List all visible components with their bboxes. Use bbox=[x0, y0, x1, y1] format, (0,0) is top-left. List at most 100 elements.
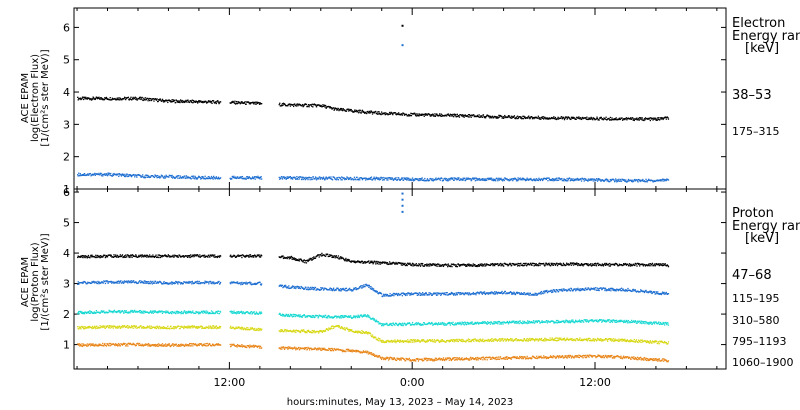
data-point bbox=[121, 254, 124, 256]
data-point bbox=[198, 176, 200, 178]
data-point bbox=[174, 282, 176, 284]
data-point bbox=[213, 100, 215, 102]
electron-y-tick-label-5: 5 bbox=[63, 54, 70, 67]
data-point bbox=[115, 174, 117, 176]
data-point bbox=[636, 119, 639, 121]
data-point bbox=[211, 177, 214, 179]
data-point bbox=[135, 97, 137, 99]
data-point bbox=[259, 283, 262, 285]
data-point bbox=[523, 264, 525, 267]
data-point bbox=[590, 287, 592, 289]
data-point bbox=[551, 178, 553, 181]
data-point bbox=[193, 256, 195, 258]
data-point bbox=[201, 101, 203, 103]
data-point bbox=[376, 320, 378, 322]
data-point bbox=[500, 115, 503, 117]
data-point bbox=[191, 255, 193, 257]
data-point bbox=[358, 109, 360, 111]
data-point bbox=[341, 316, 343, 318]
data-point bbox=[403, 114, 406, 116]
data-point bbox=[575, 288, 577, 290]
data-point bbox=[658, 117, 660, 119]
data-point bbox=[90, 282, 93, 284]
data-point bbox=[581, 264, 583, 266]
data-point bbox=[191, 175, 193, 178]
data-point bbox=[341, 179, 343, 181]
data-point bbox=[472, 114, 474, 117]
data-point bbox=[177, 100, 180, 102]
data-point bbox=[123, 255, 126, 257]
data-point bbox=[358, 261, 360, 264]
data-point bbox=[368, 111, 370, 114]
data-point bbox=[420, 179, 422, 181]
data-point bbox=[187, 310, 190, 312]
data-point bbox=[436, 292, 438, 294]
data-point bbox=[251, 256, 253, 258]
data-point bbox=[339, 290, 341, 292]
data-point bbox=[533, 294, 536, 296]
data-point bbox=[142, 255, 144, 257]
data-point bbox=[346, 176, 348, 178]
data-point bbox=[345, 110, 348, 112]
data-point bbox=[428, 179, 431, 181]
data-point bbox=[475, 178, 478, 180]
data-point bbox=[562, 116, 565, 118]
data-point bbox=[527, 293, 529, 295]
data-point bbox=[118, 280, 120, 282]
data-point bbox=[213, 255, 215, 257]
data-point bbox=[197, 102, 199, 104]
data-point bbox=[179, 177, 181, 179]
data-point bbox=[661, 265, 664, 267]
data-point bbox=[202, 254, 205, 257]
data-point bbox=[167, 254, 169, 256]
data-point bbox=[569, 180, 571, 182]
data-point bbox=[254, 176, 256, 178]
data-point bbox=[499, 291, 502, 294]
data-point bbox=[92, 281, 94, 283]
data-point bbox=[99, 312, 102, 314]
data-point bbox=[610, 119, 613, 121]
data-point bbox=[502, 292, 504, 295]
data-point bbox=[232, 312, 235, 314]
data-point bbox=[320, 288, 323, 291]
data-point bbox=[501, 180, 504, 182]
data-point bbox=[348, 316, 351, 318]
data-point bbox=[515, 116, 518, 118]
data-point bbox=[89, 255, 92, 257]
data-point bbox=[120, 175, 123, 177]
data-point bbox=[102, 311, 104, 313]
data-point bbox=[458, 322, 461, 324]
data-point bbox=[565, 264, 567, 266]
data-point bbox=[230, 310, 232, 312]
data-point bbox=[543, 262, 545, 265]
data-point bbox=[630, 179, 632, 182]
data-point bbox=[116, 97, 118, 99]
data-point bbox=[105, 174, 107, 176]
data-point bbox=[394, 263, 397, 265]
data-point bbox=[231, 312, 233, 314]
data-point bbox=[184, 101, 187, 103]
data-point bbox=[385, 112, 387, 114]
data-point bbox=[167, 282, 169, 284]
data-point bbox=[655, 117, 657, 119]
data-point bbox=[348, 108, 350, 111]
data-point bbox=[234, 312, 236, 315]
data-point bbox=[468, 116, 470, 118]
data-point bbox=[332, 107, 335, 109]
data-point bbox=[504, 114, 506, 117]
data-point bbox=[103, 173, 106, 176]
data-point bbox=[144, 282, 146, 284]
data-point bbox=[258, 177, 260, 179]
data-point bbox=[574, 263, 576, 266]
data-point bbox=[427, 294, 430, 296]
data-point bbox=[241, 312, 244, 315]
data-point bbox=[374, 261, 376, 263]
data-point bbox=[195, 254, 197, 256]
data-point bbox=[131, 281, 134, 283]
data-point bbox=[237, 281, 239, 283]
data-point bbox=[249, 312, 252, 314]
data-point bbox=[481, 179, 484, 181]
data-point bbox=[182, 282, 184, 285]
data-point bbox=[123, 175, 126, 178]
data-point bbox=[315, 105, 317, 107]
